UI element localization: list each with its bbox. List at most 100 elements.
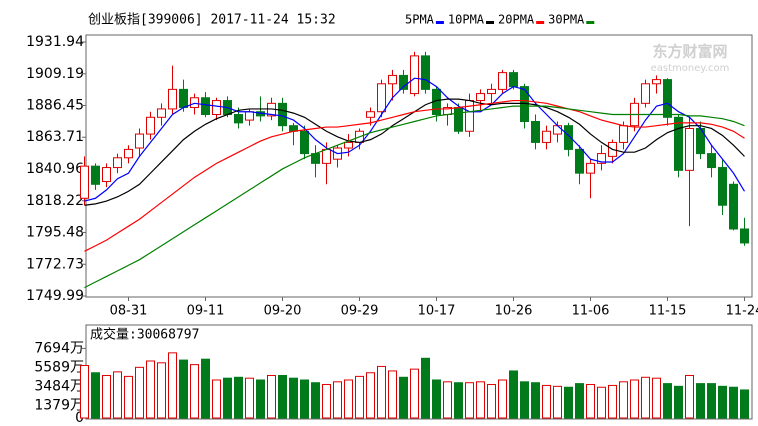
y-tick-label: 5589万 [34,359,84,375]
volume-bar [245,377,254,419]
volume-bar [355,375,364,419]
legend-label: 20PMA [498,13,535,27]
volume-bar [113,371,122,419]
candle-body [212,100,221,116]
volume-bar [718,385,727,419]
x-tick-label: 11-15 [649,304,687,319]
volume-bar [476,381,485,419]
candle-body [157,108,166,118]
candle-body [245,111,254,121]
volume-title: 成交量:30068797 [90,327,199,343]
y-tick-label: 1795.48 [26,224,84,240]
candle-body [190,97,199,109]
volume-bar [696,383,705,419]
volume-bar [465,382,474,419]
volume-bar [421,357,430,419]
volume-bar [344,379,353,419]
volume-bar [201,358,210,419]
legend-swatch [435,21,444,24]
candle-body [135,133,144,149]
volume-bar [102,374,111,419]
volume-bar [223,377,232,419]
candle-body [421,55,430,90]
candle-body [399,74,408,90]
volume-bar [410,368,419,419]
watermark-sub: eastmoney.com [651,63,730,74]
candle-body [542,130,551,143]
volume-bar [256,379,265,419]
volume-bar [575,383,584,419]
legend-swatch [486,21,495,24]
y-tick-label: 0 [75,410,84,426]
candle-body [586,162,595,174]
ma-line [84,105,745,289]
candle-body [531,120,540,143]
x-tick-label: 09-11 [187,304,225,319]
y-tick-label: 1772.73 [26,256,84,272]
legend-swatch [536,21,545,24]
candle-body [564,125,573,150]
candle-body [124,148,133,159]
candle-body [80,165,89,199]
volume-bar [608,384,617,419]
volume-bar [146,360,155,419]
volume-bar [157,362,166,419]
volume-bar [564,386,573,419]
volume-bar [542,384,551,419]
candle-body [366,111,375,118]
y-tick-label: 1931.94 [26,34,84,50]
volume-bar [652,377,661,419]
y-tick-label: 1749.99 [26,288,84,304]
y-tick-label: 1886.45 [26,98,84,114]
ma-line [84,99,745,252]
volume-bar [377,365,386,419]
x-tick-label: 08-31 [110,304,148,319]
candle-body [729,183,738,230]
volume-bar [553,385,562,419]
candle-body [146,116,155,135]
candle-body [663,79,672,118]
candle-body [179,88,188,109]
volume-bar [190,364,199,419]
legend-label: 30PMA [548,13,585,27]
candle-body [388,74,397,85]
candle-body [168,88,177,110]
y-tick-label: 1909.19 [26,66,84,82]
volume-bar [212,379,221,419]
volume-bar [641,376,650,419]
volume-bar [366,372,375,419]
volume-bar [300,379,309,419]
candle-body [278,102,287,127]
x-tick-label: 11-24 [726,304,758,319]
candle-body [300,130,309,155]
volume-bar [124,375,133,419]
candle-body [234,114,243,124]
volume-bar [487,384,496,419]
candle-body [113,157,122,169]
candle-body [498,72,507,90]
x-tick-label: 09-20 [264,304,302,319]
candle-body [454,107,463,132]
volume-bar [234,376,243,419]
volume-bar [443,381,452,419]
volume-bar [630,379,639,419]
volume-bar [91,372,100,419]
candle-body [487,88,496,95]
volume-bar [740,389,749,419]
volume-bar [135,366,144,419]
volume-bar [179,359,188,419]
volume-bar [399,376,408,419]
volume-bar [311,382,320,419]
candle-body [685,127,694,171]
candle-body [641,83,650,104]
y-tick-label: 1818.22 [26,193,84,209]
candle-body [201,97,210,116]
candle-body [674,116,683,171]
x-tick-label: 10-17 [418,304,456,319]
volume-bar [278,374,287,419]
y-tick-label: 1840.96 [26,161,84,177]
candle-body [322,148,331,164]
y-tick-label: 3484万 [34,378,84,394]
legend-swatch [586,21,595,24]
